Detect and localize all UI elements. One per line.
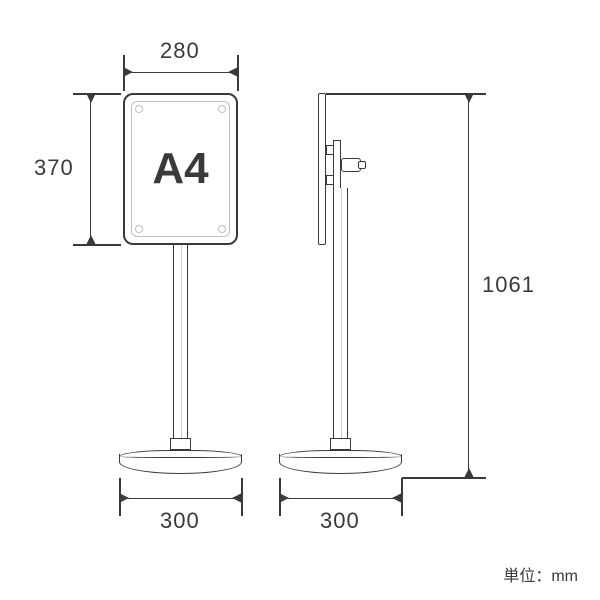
dim-1061-ext-top: [326, 93, 486, 95]
side-pole: [333, 188, 348, 438]
screw-icon: [135, 105, 143, 113]
dim-1061-label: 1061: [482, 272, 535, 298]
dim-front300-arrow-left-icon: [119, 493, 129, 503]
side-base: [279, 450, 402, 478]
dim-370-ext-bottom: [73, 244, 121, 246]
dim-front300-label: 300: [160, 508, 200, 534]
dim-side300-line: [279, 498, 402, 499]
screw-icon: [218, 225, 226, 233]
front-pole: [173, 245, 188, 438]
screw-icon: [218, 105, 226, 113]
unit-label: 単位：mm: [503, 562, 578, 586]
side-panel: [318, 93, 326, 245]
dim-370-label: 370: [34, 155, 74, 181]
dim-280-arrow-right-icon: [228, 67, 238, 77]
front-base: [119, 450, 242, 478]
dim-280-line: [123, 72, 238, 73]
front-panel: A4: [123, 93, 238, 245]
dim-1061-arrow-bottom-icon: [464, 468, 474, 478]
dim-280-label: 280: [160, 38, 200, 64]
dim-front300-arrow-right-icon: [232, 493, 242, 503]
side-knob-shaft: [358, 161, 366, 169]
dim-side300-arrow-left-icon: [279, 493, 289, 503]
dim-370-ext-top: [73, 93, 121, 95]
front-pole-collar: [170, 438, 191, 450]
dim-370-arrow-bottom-icon: [86, 235, 96, 245]
side-bracket-plate: [333, 140, 341, 190]
dim-370-line: [90, 93, 91, 245]
screw-icon: [135, 225, 143, 233]
dim-side300-label: 300: [320, 508, 360, 534]
dim-side300-arrow-right-icon: [392, 493, 402, 503]
dim-280-arrow-left-icon: [123, 67, 133, 77]
dim-1061-line: [468, 93, 469, 478]
dim-370-arrow-top-icon: [86, 93, 96, 103]
dim-front300-line: [119, 498, 242, 499]
dim-1061-arrow-top-icon: [464, 93, 474, 103]
side-pole-collar: [330, 438, 351, 450]
dimension-diagram: A4 280 370 1061 300: [0, 0, 600, 600]
panel-size-label: A4: [152, 144, 208, 194]
